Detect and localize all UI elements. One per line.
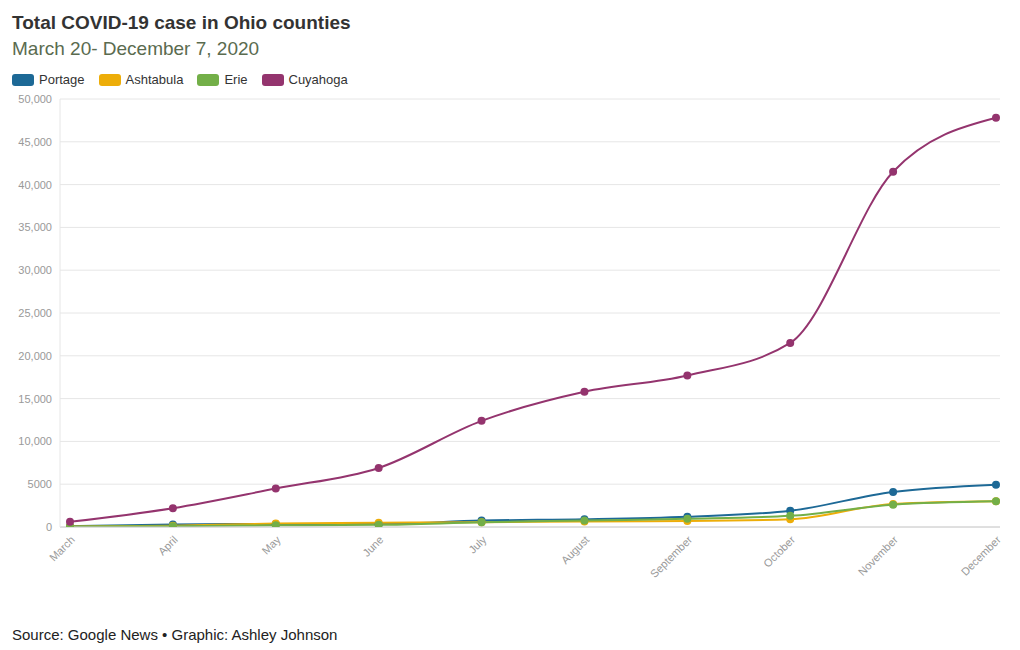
- svg-text:50,000: 50,000: [18, 93, 52, 105]
- html-text:Ashtabula: Ashtabula: [125, 72, 184, 87]
- svg-text:45,000: 45,000: [18, 136, 52, 148]
- html-text:March 20- December 7, 2020: March 20- December 7, 2020: [12, 38, 260, 59]
- html-text:Portage: Portage: [39, 72, 85, 87]
- html-text:Total COVID-19 case in Ohio co: Total COVID-19 case in Ohio counties: [12, 12, 351, 33]
- svg-text:15,000: 15,000: [18, 393, 52, 405]
- svg-text:July: July: [466, 533, 489, 556]
- svg-text:35,000: 35,000: [18, 221, 52, 233]
- svg-text:40,000: 40,000: [18, 179, 52, 191]
- svg-text:December: December: [959, 533, 1004, 578]
- html-text:Cuyahoga: Cuyahoga: [288, 72, 348, 87]
- html-text:Source: Google News • Graphic:: Source: Google News • Graphic: Ashley Jo…: [12, 626, 338, 643]
- svg-text:10,000: 10,000: [18, 435, 52, 447]
- svg-text:April: April: [156, 533, 180, 557]
- svg-text:30,000: 30,000: [18, 264, 52, 276]
- html-text:Erie: Erie: [224, 72, 248, 87]
- svg-text:September: September: [648, 533, 695, 580]
- svg-text:August: August: [559, 533, 592, 566]
- svg-text:5000: 5000: [28, 478, 52, 490]
- svg-text:25,000: 25,000: [18, 307, 52, 319]
- svg-text:June: June: [360, 533, 385, 558]
- svg-text:October: October: [761, 533, 797, 569]
- svg-text:20,000: 20,000: [18, 350, 52, 362]
- svg-text:0: 0: [46, 521, 52, 533]
- svg-text:November: November: [856, 533, 901, 578]
- svg-text:March: March: [47, 533, 77, 563]
- svg-text:May: May: [260, 533, 284, 557]
